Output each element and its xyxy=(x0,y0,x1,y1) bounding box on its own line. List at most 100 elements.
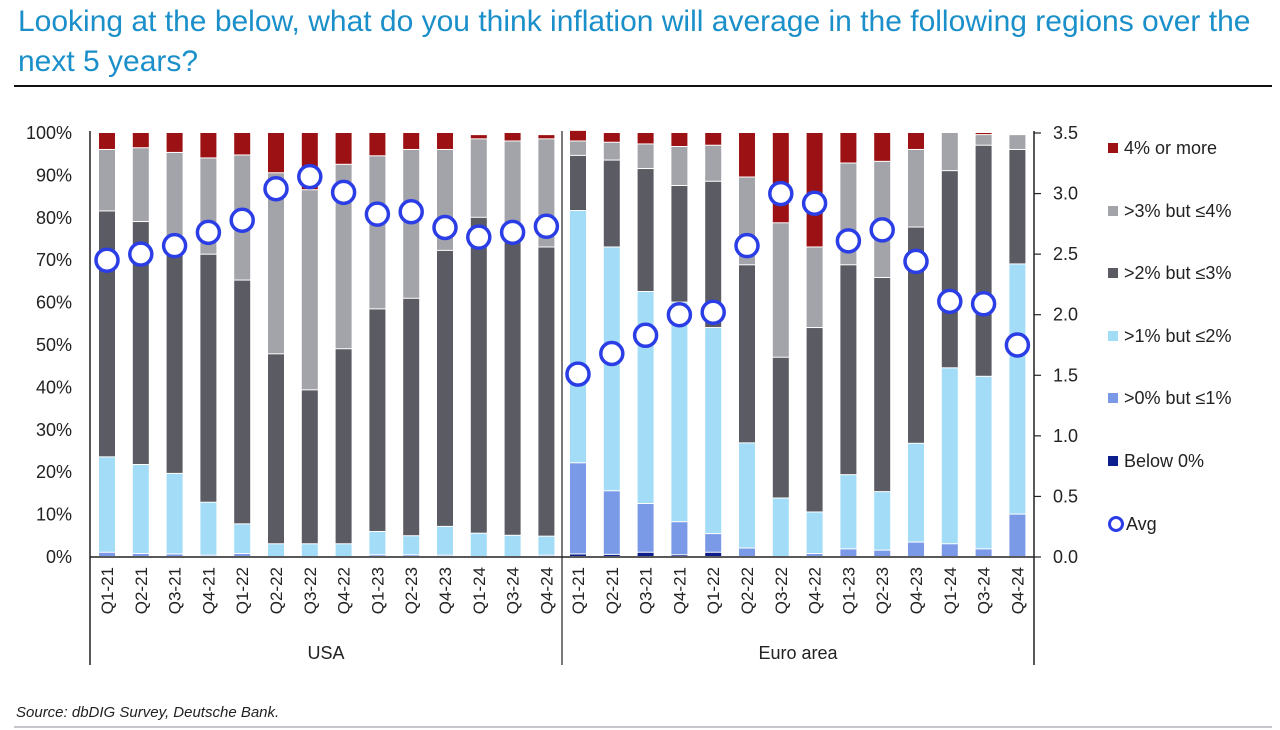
bar-segment xyxy=(941,133,958,171)
category-label: Q3-24 xyxy=(975,567,994,614)
bar-segment xyxy=(403,536,420,555)
category-label: Q3-22 xyxy=(772,567,791,614)
left-tick-label: 90% xyxy=(36,165,72,185)
bar-segment xyxy=(268,354,284,544)
category-label: Q2-22 xyxy=(738,567,757,614)
avg-marker xyxy=(700,299,726,326)
category-label: Q1-22 xyxy=(233,567,252,614)
bar-segment xyxy=(975,145,992,376)
category-label: Q1-23 xyxy=(839,567,858,614)
avg-marker xyxy=(1004,332,1031,358)
bar-segment xyxy=(637,144,654,169)
bar-segment xyxy=(874,492,891,550)
avg-marker xyxy=(398,198,424,225)
legend-item: >2% but ≤3% xyxy=(1108,261,1231,285)
bar-segment xyxy=(268,544,284,556)
category-label: Q1-24 xyxy=(470,567,489,614)
bar-segment xyxy=(739,133,755,177)
bar-segment xyxy=(603,491,620,554)
avg-marker xyxy=(364,201,391,227)
bar-segment xyxy=(908,133,924,149)
bar-segment xyxy=(908,542,924,556)
bar-segment xyxy=(671,302,688,522)
bar-segment xyxy=(806,512,823,554)
left-tick-label: 40% xyxy=(36,377,72,397)
category-label: Q4-22 xyxy=(806,567,825,614)
bar-segment xyxy=(874,550,891,556)
bar-segment xyxy=(268,133,284,173)
bar-segment xyxy=(99,552,115,556)
bar-segment xyxy=(403,298,420,536)
bar-segment xyxy=(234,554,251,556)
bar-segment xyxy=(603,142,620,160)
avg-marker xyxy=(229,207,255,233)
avg-marker-icon xyxy=(1108,516,1124,532)
avg-marker xyxy=(599,340,625,367)
avg-marker xyxy=(903,248,929,275)
bar-segment xyxy=(166,251,183,473)
avg-marker xyxy=(768,180,794,207)
right-tick-label: 1.5 xyxy=(1053,365,1078,385)
bar-segment xyxy=(603,247,620,491)
category-label: Q4-21 xyxy=(670,567,689,614)
category-label: Q1-21 xyxy=(569,567,588,614)
bar-segment xyxy=(538,536,555,555)
bar-segment xyxy=(166,133,183,152)
legend-swatch xyxy=(1108,456,1118,466)
bar-segment xyxy=(369,555,386,556)
category-label: Q1-22 xyxy=(704,567,723,614)
left-tick-label: 0% xyxy=(46,547,72,567)
bar-segment xyxy=(99,149,115,211)
bar-segment xyxy=(840,133,857,163)
bar-segment xyxy=(301,190,318,390)
avg-marker xyxy=(94,247,120,273)
bar-segment xyxy=(637,504,654,552)
bar-segment xyxy=(504,228,521,535)
category-label: Q2-21 xyxy=(132,567,151,614)
legend-swatch xyxy=(1108,268,1118,278)
bar-segment xyxy=(603,554,620,556)
right-tick-label: 2.0 xyxy=(1053,305,1078,325)
legend-item: >0% but ≤1% xyxy=(1108,386,1231,410)
bar-segment xyxy=(840,549,857,556)
bar-segment xyxy=(772,357,789,498)
bar-segment xyxy=(570,155,586,211)
left-tick-label: 20% xyxy=(36,462,72,482)
bar-segment xyxy=(705,181,722,328)
bar-segment xyxy=(504,141,521,228)
right-tick-label: 3.5 xyxy=(1053,123,1078,143)
category-label: Q4-24 xyxy=(1008,567,1027,614)
bar-segment xyxy=(335,544,352,556)
bar-segment xyxy=(504,535,521,556)
bar-segment xyxy=(437,133,453,149)
bar-segment xyxy=(705,145,722,181)
legend-swatch xyxy=(1108,206,1118,216)
legend-item: >1% but ≤2% xyxy=(1108,324,1231,348)
bar-segment xyxy=(671,133,688,146)
bar-segment xyxy=(437,250,453,526)
legend-label: >2% but ≤3% xyxy=(1124,262,1232,283)
avg-marker xyxy=(835,228,862,254)
bar-segment xyxy=(470,217,487,533)
bar-segment xyxy=(99,133,115,149)
bar-segment xyxy=(99,211,115,457)
left-tick-label: 60% xyxy=(36,293,72,313)
avg-marker xyxy=(432,214,458,241)
bar-segment xyxy=(739,443,755,548)
bar-segment xyxy=(975,135,992,145)
bar-segment xyxy=(772,223,789,357)
legend-label: >3% but ≤4% xyxy=(1124,200,1232,221)
bar-segment xyxy=(908,149,924,227)
bar-segment xyxy=(369,133,386,156)
category-label: Q1-21 xyxy=(98,567,117,614)
category-label: Q2-22 xyxy=(267,567,286,614)
avg-marker xyxy=(466,224,492,250)
avg-marker xyxy=(937,288,963,315)
bar-segment xyxy=(268,173,284,354)
legend-label: >1% but ≤2% xyxy=(1124,325,1232,346)
bar-segment xyxy=(369,156,386,309)
bar-segment xyxy=(975,133,992,135)
bar-segment xyxy=(1009,514,1026,556)
bar-segment xyxy=(570,463,586,554)
bar-segment xyxy=(874,278,891,492)
